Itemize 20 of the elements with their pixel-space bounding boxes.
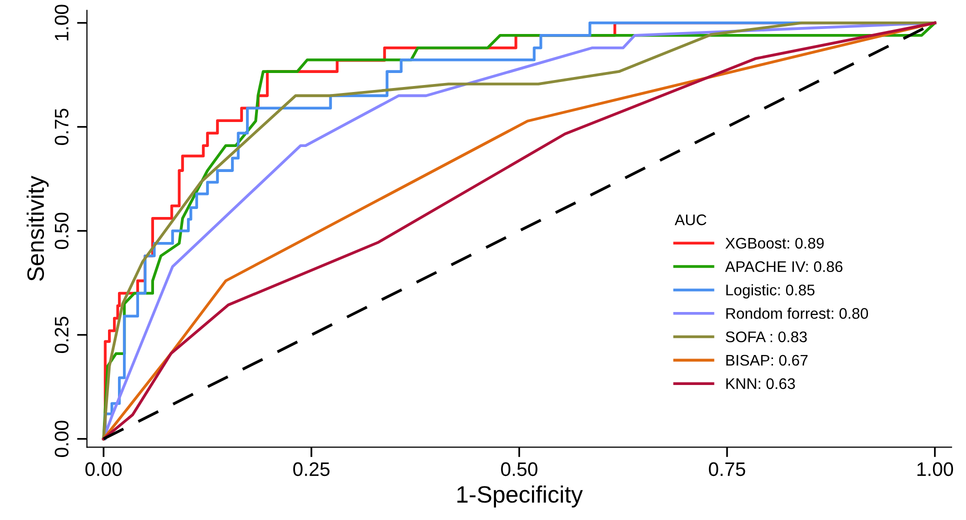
legend-label: BISAP: 0.67 (726, 354, 808, 366)
x-tick-label: 1.00 (917, 462, 954, 476)
y-tick-label: 0.75 (54, 108, 69, 146)
y-tick-label: 0.25 (54, 316, 69, 354)
legend-label: Rondom forrest: 0.80 (726, 308, 868, 319)
legend-label: SOFA : 0.83 (726, 331, 807, 342)
x-tick-label: 0.25 (293, 462, 330, 476)
y-tick-label: 1.00 (54, 4, 69, 40)
legend-label: KNN: 0.63 (726, 378, 795, 390)
legend-label: Logistic: 0.85 (726, 284, 814, 298)
y-tick-label: 0.50 (54, 212, 69, 250)
legend-label: APACHE IV: 0.86 (725, 261, 842, 272)
y-axis-title: Sensitivity (26, 176, 49, 281)
x-tick-label: 0.50 (501, 462, 538, 476)
x-tick-label: 0.00 (85, 462, 122, 476)
legend-label: XGBoost: 0.89 (725, 238, 824, 249)
x-axis-title: 1-Specificity (457, 485, 583, 508)
x-tick-label: 0.75 (708, 462, 746, 476)
legend-title: AUC (674, 214, 706, 226)
line-series (102, 21, 936, 440)
